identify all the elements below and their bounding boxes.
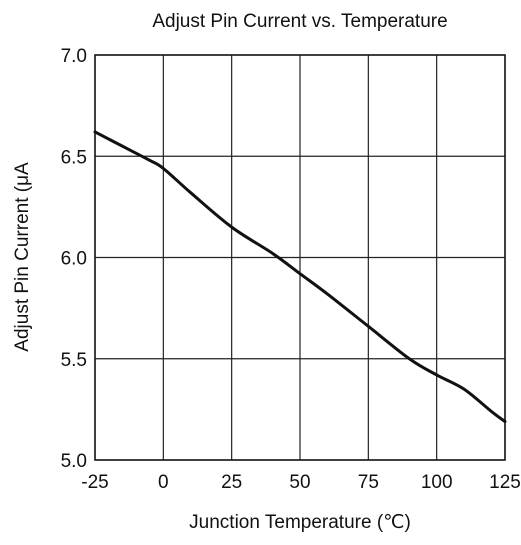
- x-tick-labels: -25 0 25 50 75 100 125: [81, 472, 521, 493]
- y-tick-label: 6.0: [61, 249, 87, 270]
- x-tick-label: -25: [81, 472, 108, 493]
- grid-y: [95, 155, 505, 360]
- y-tick-labels: 5.0 5.5 6.0 6.5 7.0: [61, 46, 87, 472]
- y-tick-label: 6.5: [61, 147, 87, 168]
- chart-title: Adjust Pin Current vs. Temperature: [152, 11, 447, 32]
- x-tick-label: 0: [158, 472, 169, 493]
- x-tick-label: 25: [221, 472, 242, 493]
- x-tick-label: 125: [489, 472, 521, 493]
- y-tick-label: 7.0: [61, 46, 87, 67]
- x-tick-label: 75: [358, 472, 379, 493]
- y-axis-label: Adjust Pin Current (μA: [12, 162, 33, 352]
- x-tick-label: 100: [421, 472, 453, 493]
- plot-frame: [94, 54, 506, 461]
- series-line: [93, 130, 507, 424]
- x-tick-label: 50: [289, 472, 310, 493]
- x-axis-label: Junction Temperature (℃): [189, 512, 411, 533]
- y-tick-label: 5.0: [61, 451, 87, 472]
- y-tick-label: 5.5: [61, 350, 87, 371]
